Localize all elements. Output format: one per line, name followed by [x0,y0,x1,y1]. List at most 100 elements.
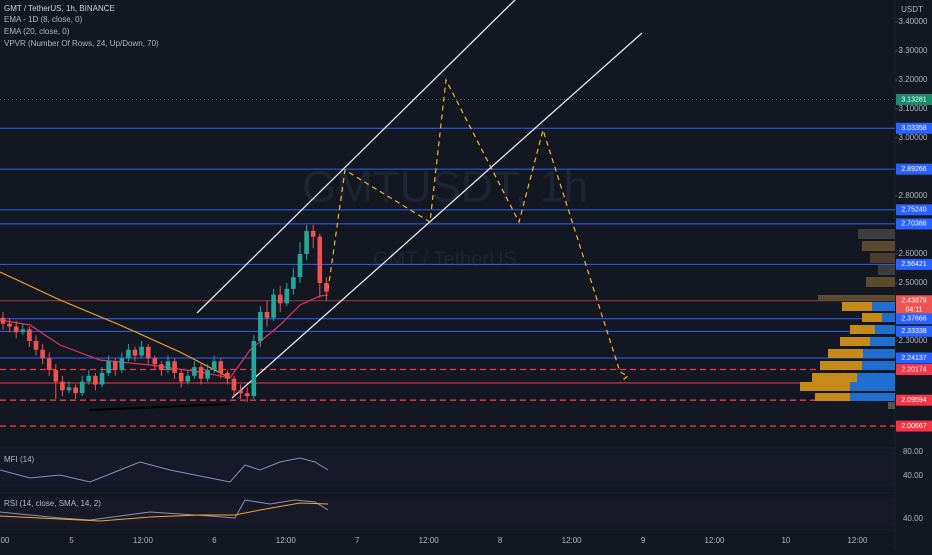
candle-body [33,341,39,350]
candle-body [159,364,164,371]
price-label: 2.56421 [901,261,926,268]
time-label: 12:00 [562,536,583,545]
time-label: 7 [355,536,360,545]
price-label-box [896,325,932,337]
candle-body [132,349,138,356]
price-label-box [896,420,932,432]
tick-label: 3.40000 [899,17,928,26]
candle-body [46,358,52,371]
candles [0,225,329,402]
projection [327,77,630,383]
price-label-box [896,204,932,216]
tick-label: 3.00000 [899,133,928,142]
volume-profile [800,229,895,409]
tick-label: 2.60000 [899,249,928,258]
tick-label: 3.20000 [899,75,928,84]
tick-label: 2.30000 [899,336,928,345]
candle-body [106,361,111,373]
candle-body [264,312,270,318]
candle-body [271,294,276,318]
candle-body [304,230,309,255]
candle-body [297,254,303,278]
candle-body [198,367,204,379]
candle-body [277,294,283,304]
candle-body [211,361,217,371]
tick-label: 3.30000 [899,46,928,55]
candle-body [145,346,151,359]
candle-body [53,370,59,382]
price-label: 2.24137 [901,355,926,362]
price-label-box [896,163,932,175]
candle-body [60,381,65,391]
candle-body [40,349,45,359]
candle-body [20,329,26,333]
header: GMT / TetherUS, 1h, BINANCE EMA - 1D (8,… [4,4,159,48]
channel [196,0,643,399]
price-label-box [896,258,932,270]
time-label: 12:00 [133,536,154,545]
indicator: EMA - 1D (8, close, 0) [4,15,83,24]
candle-body [27,329,32,342]
rsi-tick: 40.00 [903,514,924,523]
rsi-pane: RSI (14, close, SMA, 14, 2) 40.00 [0,498,924,526]
candle-body [324,283,329,292]
time-axis: 00 5 12:00 6 12:00 7 12:00 8 12:00 9 12:00 10 12:00 [1,536,868,545]
watermark: GMTUSDT, 1h [302,163,588,212]
candle-body [225,372,230,379]
price-label: 3.03358 [901,125,926,132]
mfi-tick: 80.00 [903,447,924,456]
tick-label: 3.10000 [899,104,928,113]
candle-body [79,381,85,394]
price-label: 2.20174 [901,366,926,373]
price-label-box [896,313,932,325]
candle-body [178,372,184,382]
price-label: 3.13281 [901,96,926,103]
candle-body [258,312,263,342]
candle-body [126,349,131,359]
price-label: 2.75240 [901,207,926,214]
candle-body [139,346,144,356]
candle-body [310,230,316,237]
candle-body [13,326,19,333]
candle-body [93,375,98,385]
indicator: VPVR (Number Of Rows, 24, Up/Down, 70) [4,39,159,48]
time-label: 6 [212,536,217,545]
candle-body [284,288,290,304]
candle-body [165,361,171,371]
price-label: 2.37666 [901,316,926,323]
price-label-box [896,122,932,134]
price-label: 2.43879 [901,298,926,305]
time-label: 5 [69,536,74,545]
time-label: 10 [781,536,790,545]
price-label: 2.89266 [901,166,926,173]
candle-body [73,387,78,394]
candle-body [192,367,197,376]
candle-body [231,378,237,391]
time-label: 9 [641,536,646,545]
price-label: 2.70386 [901,221,926,228]
indicator: EMA (20, close, 0) [4,27,70,36]
time-label: 12:00 [847,536,868,545]
ema-1d [0,271,231,379]
price-label-box [896,218,932,230]
candle-body [152,358,158,365]
price-label-box [896,352,932,364]
support-line [89,403,231,411]
rsi-title: RSI (14, close, SMA, 14, 2) [4,499,101,508]
price-label: 2.33338 [901,328,926,335]
candle-body [238,390,243,394]
candle-body [66,387,72,391]
tick-label: 2.50000 [899,278,928,287]
price-axis: 3.40000 3.30000 3.20000 3.10000 3.00000 2.800… [895,17,932,432]
candle-body [218,361,224,373]
candle-body [185,375,191,382]
ema-20 [0,294,329,379]
price-label-box [896,364,932,376]
currency: USDT [901,5,923,14]
watermark-sub: GMT / TetherUS [373,248,517,270]
candle-body [112,361,118,371]
candle-body [251,341,257,397]
candle-body [172,361,177,373]
tick-label: 2.80000 [899,191,928,200]
